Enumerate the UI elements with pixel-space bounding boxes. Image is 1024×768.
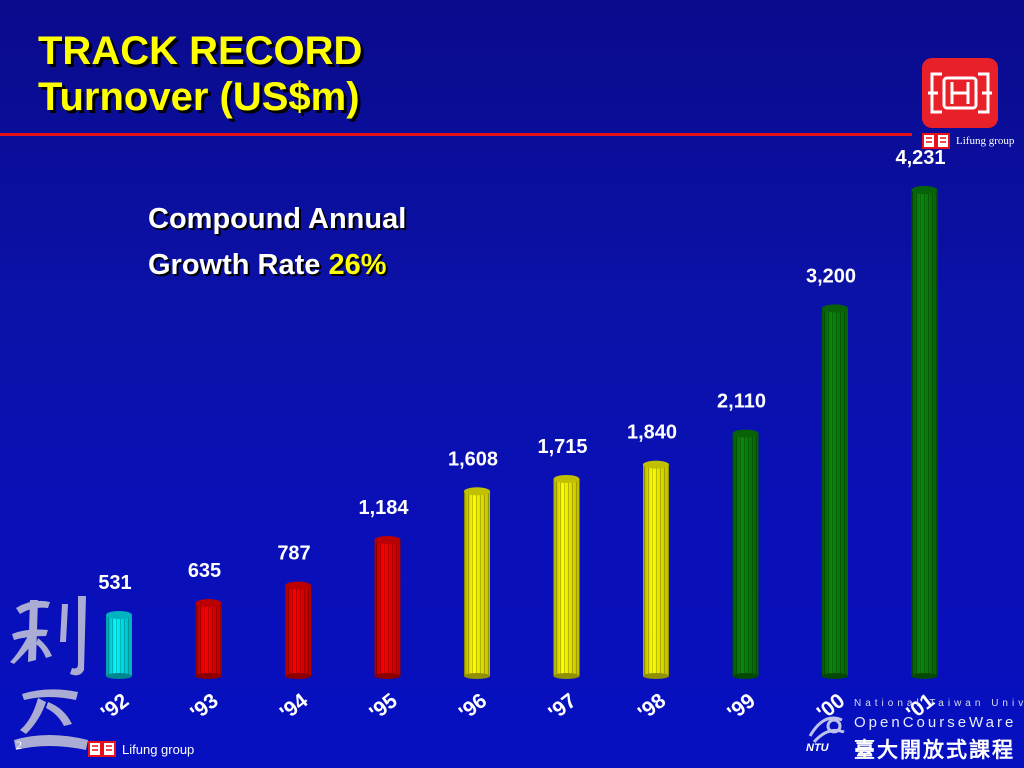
cagr-line1: Compound Annual	[148, 203, 407, 235]
footer-brand: Lifung group	[88, 740, 194, 758]
title-divider	[0, 133, 912, 136]
bar-00	[822, 304, 848, 679]
x-label-98: '98	[634, 689, 671, 725]
page-number: 2	[16, 738, 22, 752]
x-label-97: '97	[544, 689, 581, 725]
x-label-95: '95	[365, 689, 402, 725]
slide-title-line1: TRACK RECORD	[38, 29, 363, 73]
logo-caption: Lifung group	[922, 131, 1024, 151]
value-label-93: 635	[188, 560, 221, 582]
open-book-icon	[922, 133, 950, 149]
value-label-99: 2,110	[717, 391, 766, 413]
slide-title-line2: Turnover (US$m)	[38, 75, 360, 119]
ntu-emblem-icon	[808, 716, 845, 744]
lifung-logo	[922, 58, 998, 128]
cagr-label: Growth Rate	[148, 249, 329, 281]
x-label-99: '99	[723, 689, 760, 725]
bar-95	[374, 535, 401, 679]
value-label-00: 3,200	[806, 265, 856, 287]
cagr-annotation: Compound Annual Growth Rate 26%	[148, 196, 406, 288]
ntu-opencourseware: OpenCourseWare	[854, 714, 1017, 731]
bar-94	[285, 581, 311, 679]
ntu-abbreviation: NTU	[806, 742, 829, 754]
cagr-rate: 26%	[328, 249, 387, 281]
value-label-97: 1,715	[537, 436, 587, 458]
bar-99	[732, 429, 759, 679]
ntu-university-name: National Taiwan University	[854, 698, 1024, 709]
slide-title: TRACK RECORD Turnover (US$m)	[38, 28, 362, 120]
x-label-94: '94	[276, 689, 313, 725]
bar-01	[911, 186, 938, 679]
value-label-95: 1,184	[358, 497, 409, 519]
value-label-92: 531	[98, 572, 131, 594]
value-label-98: 1,840	[627, 422, 677, 444]
lifung-logo-icon	[928, 72, 992, 114]
bar-96	[464, 487, 490, 679]
calligraphy-logo	[10, 596, 88, 750]
bar-93	[195, 599, 222, 679]
chart-bars	[106, 186, 938, 679]
logo-caption-text: Lifung group	[956, 135, 1015, 147]
ntu-opencourseware-watermark: NTU National Taiwan University OpenCours…	[800, 692, 1024, 768]
chart-value-labels: 531 635 787 1,184 1,608 1,715 1,840 2,110 3,200 4…	[98, 147, 945, 594]
cagr-line2: Growth Rate 26%	[148, 242, 406, 288]
value-label-96: 1,608	[448, 448, 498, 470]
value-label-01: 4,231	[895, 147, 945, 169]
footer-caption-text: Lifung group	[122, 741, 195, 757]
bar-98	[643, 460, 669, 679]
open-book-icon	[88, 741, 116, 757]
x-label-92: '92	[97, 689, 134, 725]
x-label-93: '93	[186, 689, 223, 725]
bar-97	[553, 475, 580, 679]
value-label-94: 787	[277, 543, 310, 565]
ntu-chinese-title: 臺大開放式課程	[854, 738, 1015, 762]
bar-92	[106, 611, 132, 679]
x-label-96: '96	[455, 689, 492, 725]
